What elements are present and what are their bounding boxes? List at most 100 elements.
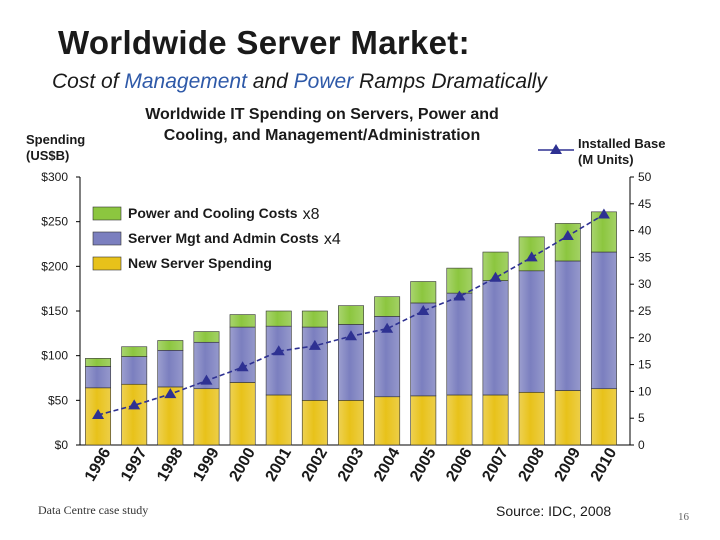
bar-new-server bbox=[518, 391, 545, 446]
subtitle-part: and bbox=[246, 70, 294, 93]
chart-title-line: Cooling, and Management/Administration bbox=[163, 127, 481, 144]
x-tick-label: 2006 bbox=[443, 445, 476, 484]
bar-power-cooling bbox=[85, 358, 112, 367]
installed-base-marker bbox=[597, 208, 610, 219]
installed-base-marker bbox=[164, 388, 177, 399]
bar-new-server bbox=[482, 394, 509, 446]
installed-base-marker bbox=[381, 322, 394, 333]
installed-base-marker bbox=[417, 305, 430, 315]
y-tick-label: $0 bbox=[55, 438, 69, 452]
bar-server-mgmt bbox=[229, 326, 256, 383]
bar-power-cooling bbox=[446, 267, 473, 294]
bar-new-server bbox=[265, 394, 292, 446]
page-number: 16 bbox=[678, 511, 689, 523]
bar-power-cooling bbox=[265, 310, 292, 327]
bar-server-mgmt bbox=[518, 270, 545, 393]
subtitle-highlight-power: Power bbox=[293, 70, 354, 93]
bar-server-mgmt bbox=[157, 350, 184, 388]
bar-power-cooling bbox=[554, 223, 581, 262]
slide-title: Worldwide Server Market: bbox=[58, 24, 470, 61]
x-tick-label: 1997 bbox=[118, 445, 151, 484]
installed-base-marker bbox=[128, 399, 141, 410]
y2-tick-label: 5 bbox=[638, 411, 645, 425]
bar-power-cooling bbox=[590, 211, 617, 253]
legend-label: Power and Cooling Costs bbox=[128, 205, 298, 221]
bar-new-server bbox=[410, 395, 437, 446]
y2-tick-label: 50 bbox=[638, 170, 652, 184]
bar-new-server bbox=[374, 396, 401, 446]
x-tick-label: 2004 bbox=[371, 445, 404, 484]
installed-base-marker bbox=[489, 271, 502, 282]
bar-new-server bbox=[446, 394, 473, 446]
bar-new-server bbox=[301, 400, 328, 446]
installed-base-marker bbox=[453, 290, 466, 301]
bar-new-server bbox=[590, 388, 617, 446]
subtitle-part: Cost of bbox=[52, 70, 125, 93]
x-tick-label: 2010 bbox=[588, 445, 621, 484]
y2-tick-label: 20 bbox=[638, 331, 652, 345]
y-tick-label: $250 bbox=[41, 215, 68, 229]
legend-installed-base-marker bbox=[550, 144, 562, 154]
y2-tick-label: 35 bbox=[638, 250, 652, 264]
legend-swatch-power-cooling bbox=[92, 206, 122, 221]
legend-label: New Server Spending bbox=[128, 255, 272, 271]
bar-new-server bbox=[554, 390, 581, 446]
subtitle-highlight-management: Management bbox=[124, 70, 247, 93]
x-tick-label: 1999 bbox=[190, 445, 223, 484]
bar-server-mgmt bbox=[446, 292, 473, 396]
bar-server-mgmt bbox=[410, 302, 437, 397]
bar-power-cooling bbox=[229, 314, 256, 328]
y-tick-label: $150 bbox=[41, 304, 68, 318]
y-tick-label: $50 bbox=[48, 393, 68, 407]
y2-tick-label: 45 bbox=[638, 197, 652, 211]
bar-server-mgmt bbox=[85, 366, 112, 389]
legend-multiplier: x4 bbox=[324, 231, 341, 248]
y2-tick-label: 30 bbox=[638, 277, 652, 291]
bar-server-mgmt bbox=[301, 326, 328, 401]
x-tick-label: 2001 bbox=[263, 445, 296, 484]
y2-tick-label: 10 bbox=[638, 384, 652, 398]
y2-tick-label: 25 bbox=[638, 304, 652, 318]
x-tick-label: 2003 bbox=[335, 445, 368, 484]
y-axis-left-label-line: Spending bbox=[26, 132, 86, 147]
bar-new-server bbox=[193, 388, 220, 446]
installed-base-marker bbox=[561, 229, 574, 240]
subtitle-part: Ramps Dramatically bbox=[353, 70, 547, 93]
y-tick-label: $200 bbox=[41, 259, 68, 273]
installed-base-marker bbox=[92, 408, 105, 419]
legend-swatch-new-server bbox=[92, 256, 122, 271]
bar-server-mgmt bbox=[554, 260, 581, 391]
x-tick-label: 1998 bbox=[154, 445, 187, 484]
x-tick-label: 2008 bbox=[516, 445, 549, 484]
legend-multiplier: x8 bbox=[303, 206, 320, 223]
bar-server-mgmt bbox=[482, 280, 509, 396]
bar-server-mgmt bbox=[265, 325, 292, 396]
bar-power-cooling bbox=[410, 281, 437, 304]
source-citation: Source: IDC, 2008 bbox=[496, 503, 612, 519]
legend-swatch-server-mgmt bbox=[92, 231, 122, 246]
installed-base-marker bbox=[200, 374, 213, 385]
y2-tick-label: 0 bbox=[638, 438, 645, 452]
bar-new-server bbox=[121, 383, 148, 446]
chart-title-line: Worldwide IT Spending on Servers, Power … bbox=[145, 106, 499, 123]
y-axis-left-label: Spending (US$B) bbox=[26, 132, 106, 164]
slide-subtitle: Cost of Management and Power Ramps Drama… bbox=[52, 70, 547, 94]
y-tick-label: $300 bbox=[41, 170, 68, 184]
bar-power-cooling bbox=[121, 346, 148, 357]
y-axis-left-label-line: (US$B) bbox=[26, 148, 70, 163]
installed-base-marker bbox=[345, 330, 357, 341]
x-tick-label: 2005 bbox=[407, 445, 440, 484]
bar-server-mgmt bbox=[121, 356, 148, 385]
x-tick-label: 1996 bbox=[82, 445, 115, 484]
x-tick-label: 2009 bbox=[552, 445, 585, 484]
bar-power-cooling bbox=[374, 296, 401, 317]
bar-new-server bbox=[229, 382, 256, 446]
x-tick-label: 2002 bbox=[299, 445, 332, 484]
installed-base-marker bbox=[272, 345, 285, 356]
bar-power-cooling bbox=[157, 340, 184, 351]
legend-label: Server Mgt and Admin Costs bbox=[128, 230, 319, 246]
y-axis-right-label: Installed Base (M Units) bbox=[578, 136, 698, 168]
y-tick-label: $100 bbox=[41, 349, 68, 363]
bar-power-cooling bbox=[301, 310, 328, 328]
